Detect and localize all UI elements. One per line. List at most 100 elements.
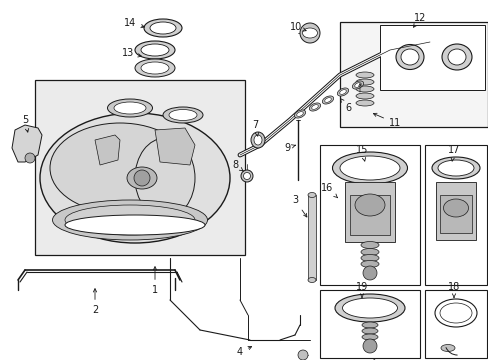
Bar — [435, 182, 475, 240]
Text: 8: 8 — [231, 160, 243, 171]
Bar — [439, 195, 471, 233]
Ellipse shape — [360, 248, 378, 256]
Ellipse shape — [307, 278, 315, 283]
Text: 16: 16 — [320, 183, 337, 198]
Ellipse shape — [241, 170, 252, 182]
Ellipse shape — [342, 298, 397, 318]
Ellipse shape — [141, 44, 169, 56]
Bar — [424, 145, 486, 285]
Text: 15: 15 — [355, 145, 367, 161]
Bar — [35, 80, 244, 255]
Ellipse shape — [40, 113, 229, 243]
Circle shape — [362, 266, 376, 280]
Ellipse shape — [52, 200, 207, 240]
Ellipse shape — [354, 83, 361, 87]
Ellipse shape — [135, 138, 195, 218]
Ellipse shape — [294, 110, 305, 118]
Ellipse shape — [400, 49, 418, 65]
Ellipse shape — [441, 44, 471, 70]
Ellipse shape — [434, 299, 476, 327]
Bar — [307, 195, 315, 280]
Ellipse shape — [360, 242, 378, 248]
Circle shape — [299, 23, 319, 43]
Ellipse shape — [311, 105, 318, 109]
Bar — [345, 182, 394, 242]
Text: 11: 11 — [373, 113, 400, 128]
Circle shape — [134, 170, 150, 186]
Ellipse shape — [135, 59, 175, 77]
Text: 4: 4 — [237, 346, 251, 357]
Text: 9: 9 — [284, 143, 295, 153]
Ellipse shape — [307, 193, 315, 198]
Ellipse shape — [309, 103, 320, 111]
Ellipse shape — [65, 205, 195, 235]
Ellipse shape — [339, 156, 399, 180]
Bar — [349, 195, 389, 235]
Ellipse shape — [65, 215, 204, 235]
Ellipse shape — [243, 172, 250, 180]
Ellipse shape — [355, 100, 373, 106]
Text: 12: 12 — [413, 13, 426, 27]
Text: 19: 19 — [355, 282, 367, 298]
Text: 3: 3 — [291, 195, 306, 217]
Text: 2: 2 — [92, 289, 98, 315]
Text: 5: 5 — [22, 115, 29, 132]
Circle shape — [25, 153, 35, 163]
Ellipse shape — [355, 72, 373, 78]
Polygon shape — [95, 135, 120, 165]
Ellipse shape — [141, 62, 169, 74]
Bar — [379, 25, 484, 90]
Bar — [424, 290, 486, 358]
Text: 6: 6 — [340, 98, 350, 113]
Ellipse shape — [296, 112, 303, 116]
Ellipse shape — [354, 194, 384, 216]
Ellipse shape — [361, 334, 377, 340]
Text: 14: 14 — [123, 18, 144, 28]
Circle shape — [362, 339, 376, 353]
Ellipse shape — [447, 49, 465, 65]
Ellipse shape — [360, 261, 378, 267]
Ellipse shape — [440, 345, 454, 351]
Ellipse shape — [355, 79, 373, 85]
Ellipse shape — [169, 109, 197, 121]
Ellipse shape — [114, 102, 146, 114]
Text: 10: 10 — [289, 22, 305, 32]
Text: 13: 13 — [122, 48, 141, 58]
Ellipse shape — [355, 93, 373, 99]
Text: 1: 1 — [152, 267, 158, 295]
Ellipse shape — [107, 99, 152, 117]
Ellipse shape — [143, 19, 182, 37]
Ellipse shape — [361, 322, 377, 328]
Ellipse shape — [431, 157, 479, 179]
Ellipse shape — [50, 123, 190, 213]
Ellipse shape — [437, 160, 473, 176]
Ellipse shape — [395, 45, 423, 69]
Ellipse shape — [352, 81, 363, 89]
Ellipse shape — [250, 132, 264, 148]
Text: 7: 7 — [251, 120, 258, 136]
Polygon shape — [155, 128, 195, 165]
Ellipse shape — [135, 41, 175, 59]
Ellipse shape — [332, 152, 407, 184]
Circle shape — [297, 350, 307, 360]
Ellipse shape — [253, 135, 262, 145]
Ellipse shape — [355, 86, 373, 92]
Polygon shape — [12, 125, 42, 162]
Bar — [339, 22, 487, 127]
Ellipse shape — [337, 88, 348, 96]
Text: 17: 17 — [447, 145, 459, 161]
Bar — [319, 290, 419, 358]
Ellipse shape — [334, 294, 404, 322]
Ellipse shape — [163, 107, 203, 123]
Ellipse shape — [302, 28, 317, 38]
Ellipse shape — [439, 303, 471, 323]
Text: 18: 18 — [447, 282, 459, 298]
Ellipse shape — [339, 90, 346, 94]
Ellipse shape — [150, 22, 176, 34]
Ellipse shape — [361, 328, 377, 334]
Ellipse shape — [322, 96, 333, 104]
Ellipse shape — [127, 167, 157, 189]
Bar — [319, 145, 419, 285]
Ellipse shape — [443, 199, 468, 217]
Ellipse shape — [360, 255, 378, 261]
